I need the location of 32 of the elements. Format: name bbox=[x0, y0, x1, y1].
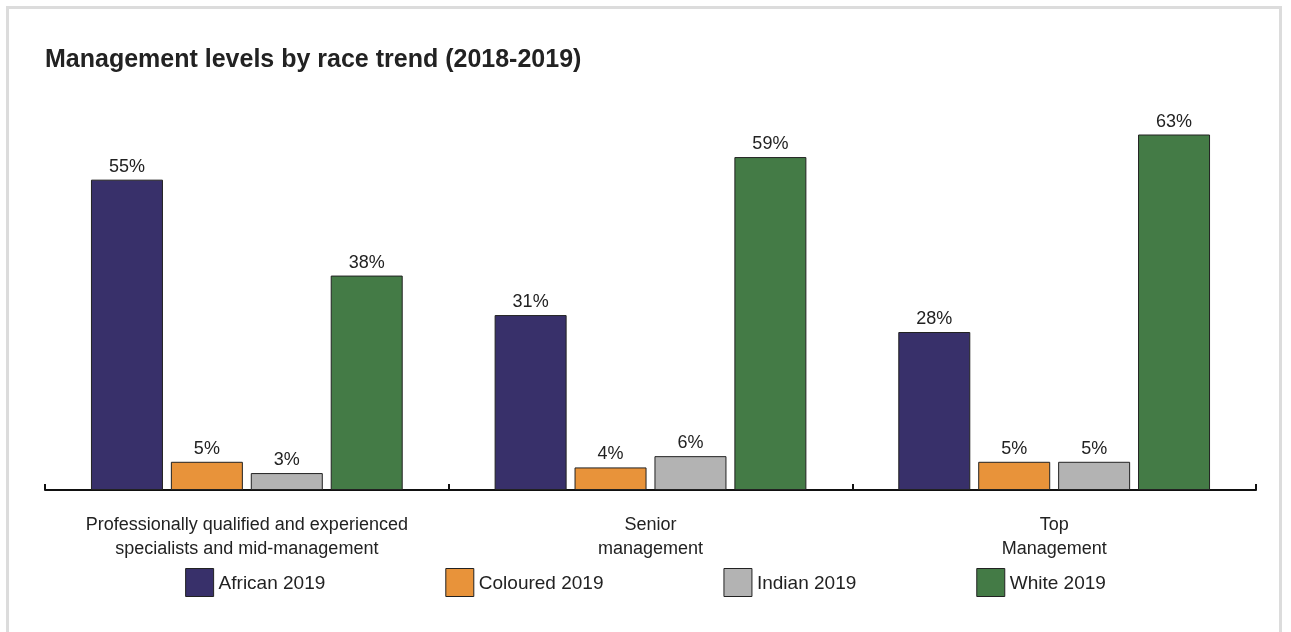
data-label: 4% bbox=[597, 443, 624, 464]
bar bbox=[494, 315, 567, 490]
bar bbox=[330, 275, 403, 490]
data-label: 59% bbox=[752, 133, 789, 154]
data-label: 28% bbox=[916, 308, 953, 328]
x-tick-label: Senior management bbox=[597, 514, 704, 558]
bar bbox=[898, 332, 971, 490]
data-label: 5% bbox=[1081, 437, 1108, 458]
data-label: 5% bbox=[193, 437, 220, 458]
legend-label: White 2019 bbox=[1009, 572, 1106, 593]
bar bbox=[654, 456, 727, 490]
bar bbox=[978, 461, 1051, 490]
bar bbox=[1138, 134, 1211, 490]
data-label: 63% bbox=[1156, 110, 1193, 131]
bar bbox=[734, 157, 807, 490]
x-tick-label: Professionally qualified and experienced specialists and mid-management bbox=[85, 514, 408, 558]
bar bbox=[250, 473, 323, 490]
data-label: 5% bbox=[1001, 437, 1028, 458]
legend-label: African 2019 bbox=[218, 572, 326, 593]
bar bbox=[574, 467, 647, 490]
data-label: 55% bbox=[108, 155, 145, 176]
chart-title: Management levels by race trend (2018-2019) bbox=[45, 43, 582, 72]
data-label: 38% bbox=[348, 251, 385, 272]
bar bbox=[90, 179, 163, 490]
x-tick-label: Top Management bbox=[1001, 514, 1107, 558]
legend-label: Coloured 2019 bbox=[478, 572, 604, 593]
data-label: 6% bbox=[677, 432, 704, 453]
data-label: 31% bbox=[512, 291, 549, 312]
bar bbox=[1058, 461, 1131, 490]
data-label: 3% bbox=[273, 449, 300, 470]
legend-label: Indian 2019 bbox=[756, 572, 857, 593]
bar bbox=[170, 461, 243, 490]
